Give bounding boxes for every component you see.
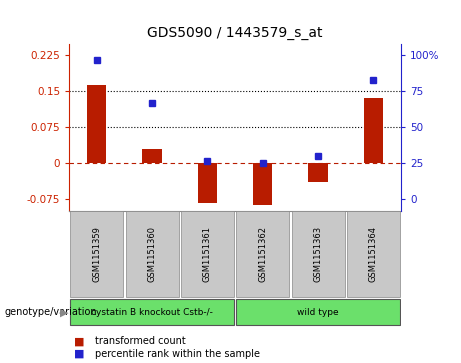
Bar <box>236 211 290 297</box>
Text: GSM1151364: GSM1151364 <box>369 226 378 282</box>
Bar <box>142 150 162 163</box>
Bar <box>125 211 179 297</box>
Text: wild type: wild type <box>297 308 339 317</box>
Bar <box>70 299 234 325</box>
Text: GSM1151359: GSM1151359 <box>92 226 101 282</box>
Text: genotype/variation: genotype/variation <box>5 307 97 317</box>
Bar <box>253 163 272 205</box>
Text: transformed count: transformed count <box>95 336 185 346</box>
Text: ▶: ▶ <box>60 307 68 317</box>
Bar <box>70 211 124 297</box>
Bar <box>236 299 400 325</box>
Text: ■: ■ <box>74 349 84 359</box>
Text: GSM1151361: GSM1151361 <box>203 226 212 282</box>
Bar <box>291 211 345 297</box>
Bar <box>181 211 234 297</box>
Bar <box>87 85 106 163</box>
Text: GSM1151360: GSM1151360 <box>148 226 157 282</box>
Bar <box>347 211 400 297</box>
Text: GSM1151363: GSM1151363 <box>313 226 323 282</box>
Bar <box>308 163 328 182</box>
Text: ■: ■ <box>74 336 84 346</box>
Text: GSM1151362: GSM1151362 <box>258 226 267 282</box>
Bar <box>198 163 217 203</box>
Text: percentile rank within the sample: percentile rank within the sample <box>95 349 260 359</box>
Title: GDS5090 / 1443579_s_at: GDS5090 / 1443579_s_at <box>148 26 323 40</box>
Text: cystatin B knockout Cstb-/-: cystatin B knockout Cstb-/- <box>91 308 213 317</box>
Bar <box>364 98 383 163</box>
